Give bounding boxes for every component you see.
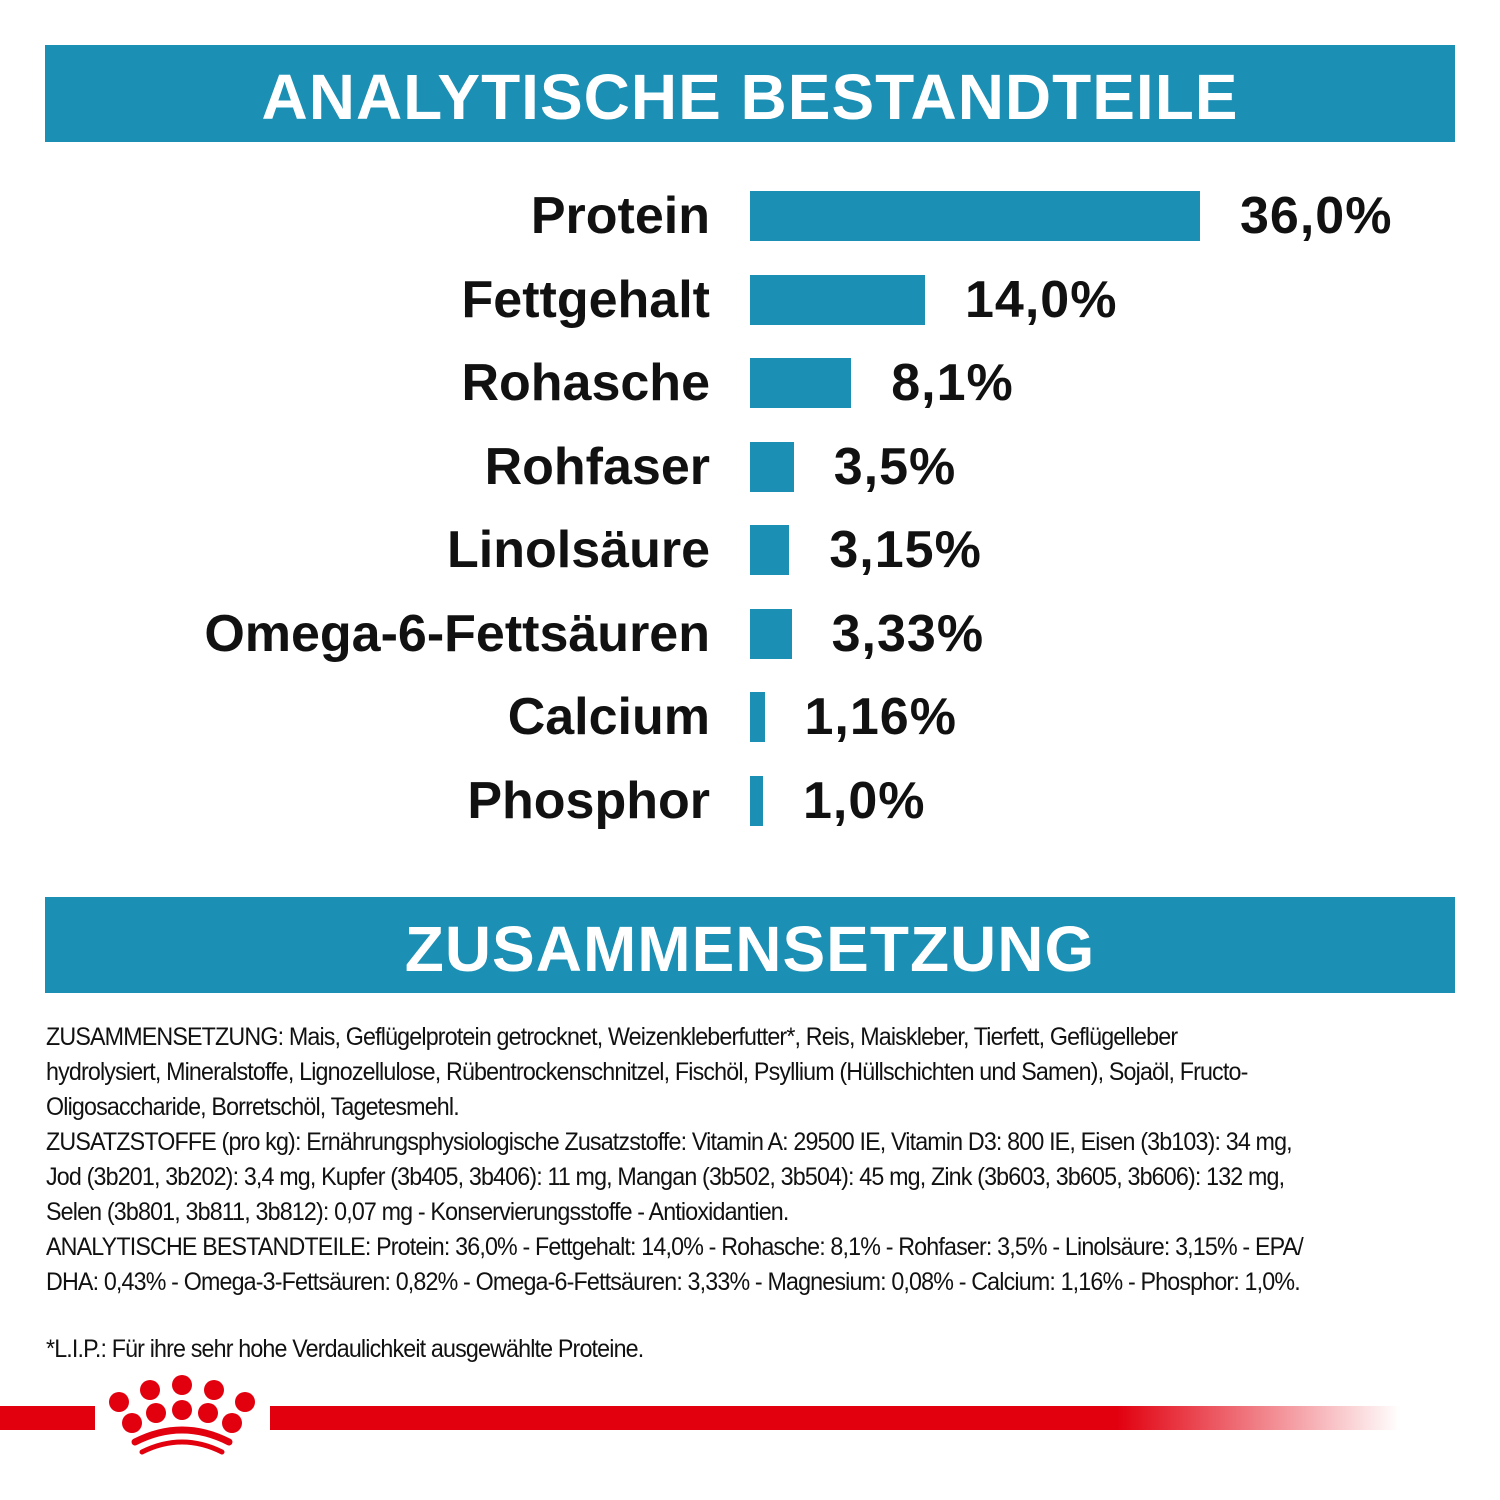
bar [750,441,794,492]
bar-label: Protein [530,187,710,245]
bar-label: Rohfaser [484,437,710,496]
bar-value-label: 1,16% [804,688,957,746]
bar [750,191,1200,241]
brand-stripe-right [270,1406,1400,1430]
bar [750,525,790,575]
bar-value-label: 14,0% [965,270,1118,329]
bar [750,692,765,742]
composition-line: ZUSAMMENSETZUNG: Mais, Geflügelprotein g… [46,1023,1178,1051]
bar-value-label: 8,1% [891,354,1014,412]
composition-line: Selen (3b801, 3b811, 3b812): 0,07 mg - K… [46,1198,789,1226]
composition-line: ANALYTISCHE BESTANDTEILE: Protein: 36,0%… [46,1233,1304,1261]
bar-value-label: 3,15% [829,521,982,579]
bar-label: Fettgehalt [461,270,710,329]
bar-value-label: 36,0% [1240,187,1393,245]
bar [750,274,925,325]
bar-value-label: 1,0% [803,771,926,830]
composition-line: DHA: 0,43% - Omega-3-Fettsäuren: 0,82% -… [46,1268,1301,1296]
bar-value-label: 3,5% [833,437,957,496]
composition-text: ZUSAMMENSETZUNG: Mais, Geflügelprotein g… [46,1020,1466,1300]
composition-line: ZUSATZSTOFFE (pro kg): Ernährungsphysiol… [46,1128,1293,1156]
composition-line: Jod (3b201, 3b202): 3,4 mg, Kupfer (3b40… [46,1163,1285,1191]
bar-label: Rohasche [461,354,710,412]
bar-label: Linolsäure [447,521,710,579]
composition-line: Oligosaccharide, Borretschöl, Tagetesmeh… [46,1093,460,1121]
bar-label: Phosphor [467,771,710,830]
bar [750,775,763,826]
bar-value-label: 3,33% [831,604,985,663]
composition-header: ZUSAMMENSETZUNG [45,897,1455,993]
nutrient-bar-chart: Protein 36,0% Fettgehalt 14,0% Rohasche 8,1% R… [0,170,1500,860]
bar-label: Calcium [507,688,710,746]
crown-icon [109,1375,255,1455]
footnote: *L.I.P.: Für ihre sehr hohe Verdaulichke… [46,1335,644,1363]
composition-line: hydrolysiert, Mineralstoffe, Lignozellul… [46,1058,1248,1086]
bar [750,358,852,408]
brand-stripe-left [0,1406,95,1430]
bar-label: Omega-6-Fettsäuren [204,604,710,663]
bar [750,608,792,659]
analysis-header: ANALYTISCHE BESTANDTEILE [45,45,1455,142]
